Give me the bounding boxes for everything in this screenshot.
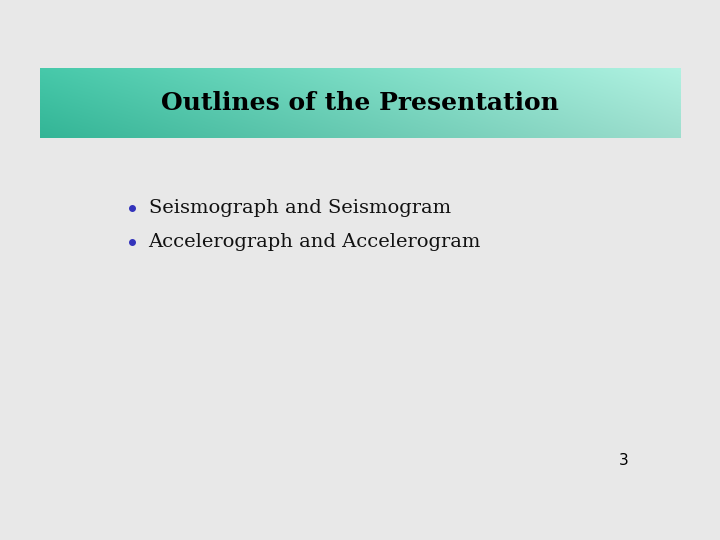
Text: Outlines of the Presentation: Outlines of the Presentation: [161, 91, 559, 114]
Text: Accelerograph and Accelerogram: Accelerograph and Accelerogram: [148, 233, 481, 251]
Text: Seismograph and Seismogram: Seismograph and Seismogram: [148, 199, 451, 217]
Text: 3: 3: [618, 453, 629, 468]
